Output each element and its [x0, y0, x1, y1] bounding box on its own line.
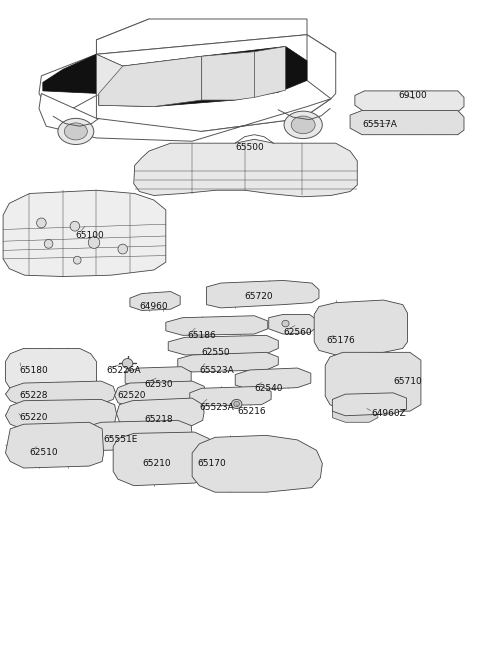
Polygon shape — [5, 348, 96, 394]
Polygon shape — [314, 300, 408, 355]
Text: 65500: 65500 — [235, 143, 264, 152]
Polygon shape — [82, 421, 192, 451]
Text: 62530: 62530 — [144, 380, 173, 389]
Polygon shape — [178, 352, 278, 372]
Polygon shape — [115, 381, 206, 407]
Ellipse shape — [282, 320, 289, 327]
Text: 65220: 65220 — [19, 413, 48, 422]
Ellipse shape — [64, 123, 87, 140]
Ellipse shape — [284, 111, 323, 139]
Polygon shape — [254, 47, 286, 98]
Polygon shape — [269, 314, 317, 334]
Text: 65216: 65216 — [238, 407, 266, 416]
Text: 65720: 65720 — [245, 291, 274, 301]
Polygon shape — [3, 190, 166, 276]
Text: 65100: 65100 — [75, 231, 104, 240]
Polygon shape — [96, 54, 123, 96]
Polygon shape — [39, 94, 331, 141]
Polygon shape — [168, 335, 278, 355]
Text: 62520: 62520 — [117, 391, 145, 400]
Text: 62540: 62540 — [254, 384, 283, 393]
Polygon shape — [202, 52, 254, 100]
Polygon shape — [117, 398, 204, 427]
Ellipse shape — [118, 244, 128, 254]
Text: 65176: 65176 — [326, 336, 355, 345]
Polygon shape — [332, 405, 378, 422]
Text: 62550: 62550 — [202, 348, 230, 357]
Polygon shape — [5, 400, 117, 430]
Text: 64960Z: 64960Z — [372, 409, 407, 419]
Polygon shape — [43, 54, 123, 94]
Text: 65226A: 65226A — [106, 366, 141, 375]
Polygon shape — [350, 111, 464, 135]
Polygon shape — [235, 368, 311, 390]
Ellipse shape — [36, 218, 46, 228]
Polygon shape — [99, 56, 202, 107]
Ellipse shape — [234, 402, 240, 407]
Ellipse shape — [44, 240, 53, 248]
Polygon shape — [206, 280, 319, 308]
Text: 65523A: 65523A — [199, 366, 234, 375]
Ellipse shape — [70, 221, 80, 231]
Text: 65186: 65186 — [187, 331, 216, 341]
Ellipse shape — [231, 400, 242, 409]
Text: 65228: 65228 — [20, 391, 48, 400]
Text: 65180: 65180 — [19, 366, 48, 375]
Polygon shape — [166, 316, 268, 335]
Text: 64960: 64960 — [140, 302, 168, 311]
Polygon shape — [99, 47, 307, 107]
Polygon shape — [39, 54, 96, 109]
Polygon shape — [5, 422, 104, 468]
Polygon shape — [113, 432, 216, 485]
Text: 65170: 65170 — [197, 459, 226, 468]
Ellipse shape — [291, 116, 315, 134]
Polygon shape — [5, 381, 116, 406]
Polygon shape — [130, 291, 180, 310]
Polygon shape — [190, 386, 271, 406]
Text: 65551E: 65551E — [104, 436, 138, 445]
Text: 62510: 62510 — [29, 449, 58, 457]
Text: 65218: 65218 — [144, 415, 173, 424]
Text: 65517A: 65517A — [362, 121, 397, 130]
Text: 65710: 65710 — [393, 377, 422, 386]
Text: 65210: 65210 — [142, 459, 170, 468]
Polygon shape — [307, 35, 336, 99]
Ellipse shape — [73, 256, 81, 264]
Polygon shape — [332, 393, 407, 416]
Polygon shape — [96, 19, 307, 54]
Polygon shape — [125, 367, 191, 388]
Polygon shape — [134, 140, 357, 196]
Polygon shape — [192, 436, 323, 492]
Text: 62560: 62560 — [283, 328, 312, 337]
Ellipse shape — [88, 236, 100, 248]
Ellipse shape — [58, 119, 94, 145]
Polygon shape — [325, 352, 421, 411]
Polygon shape — [355, 91, 464, 112]
Text: 65523A: 65523A — [199, 403, 234, 412]
Ellipse shape — [122, 358, 133, 368]
Text: 69100: 69100 — [398, 91, 427, 100]
Polygon shape — [96, 35, 336, 132]
